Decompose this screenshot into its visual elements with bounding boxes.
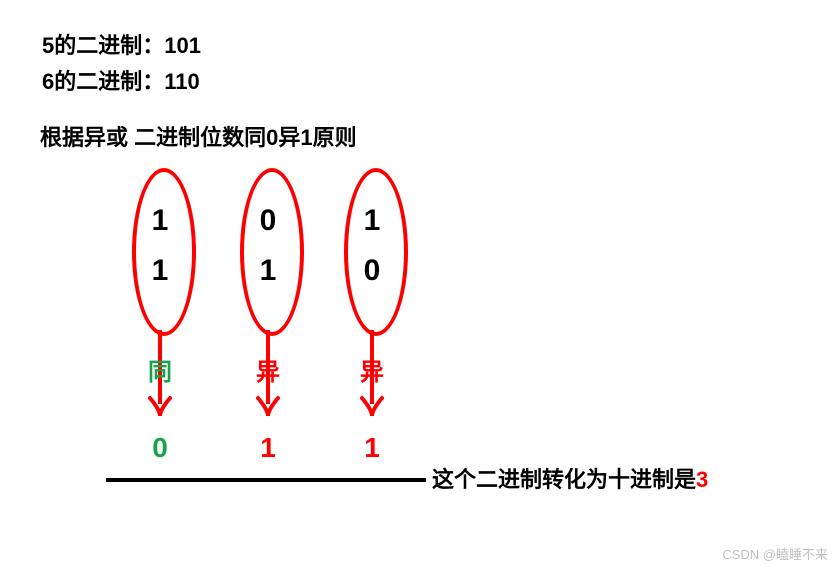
bit-result: 0 <box>110 432 210 464</box>
conclusion-answer: 3 <box>696 467 708 492</box>
bit-tag: 同 <box>110 352 210 387</box>
bit-top: 1 <box>322 204 422 238</box>
bit-result: 1 <box>322 432 422 464</box>
watermark: CSDN @瞌睡不来 <box>722 544 828 563</box>
result-divider <box>106 478 426 482</box>
conclusion-label: 这个二进制转化为十进制是 <box>432 467 696 492</box>
conclusion-text: 这个二进制转化为十进制是3 <box>432 462 708 494</box>
line2-value: 110 <box>164 69 200 94</box>
bit-bottom: 0 <box>322 254 422 288</box>
line1-label: 5的二进制： <box>42 33 164 58</box>
bit-bottom: 1 <box>110 254 210 288</box>
xor-rule-text: 根据异或 二进制位数同0异1原则 <box>40 120 357 152</box>
bit-tag: 异 <box>322 352 422 387</box>
line1-value: 101 <box>164 33 201 58</box>
bit-top: 1 <box>110 204 210 238</box>
bit-bottom: 1 <box>218 254 318 288</box>
bit-tag: 异 <box>218 352 318 387</box>
ellipse-icon <box>132 168 196 336</box>
binary-of-5: 5的二进制：101 <box>42 28 201 60</box>
line2-label: 6的二进制： <box>42 69 164 94</box>
ellipse-icon <box>240 168 304 336</box>
binary-of-6: 6的二进制：110 <box>42 64 200 96</box>
ellipse-icon <box>344 168 408 336</box>
bit-result: 1 <box>218 432 318 464</box>
bit-top: 0 <box>218 204 318 238</box>
